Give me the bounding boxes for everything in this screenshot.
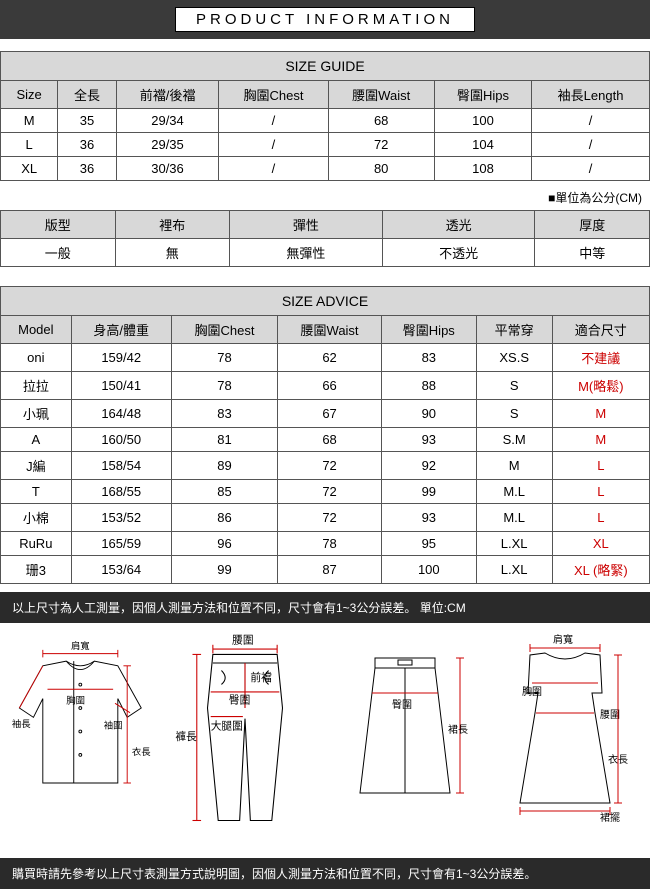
svg-text:腰圍: 腰圍 <box>232 635 253 647</box>
table-row: oni159/42786283XS.S不建議 <box>1 344 650 372</box>
shirt-diagram: 肩寬 胸圍 袖長 袖圍 衣長 <box>10 633 160 805</box>
svg-text:褲長: 褲長 <box>175 730 197 743</box>
measurement-diagrams: 肩寬 胸圍 袖長 袖圍 衣長 腰圍 前襠 臀圍 大腿圍 褲長 <box>0 623 650 850</box>
svg-text:腰圍: 腰圍 <box>600 709 620 721</box>
svg-text:臀圍: 臀圍 <box>229 695 250 707</box>
svg-text:袖圍: 袖圍 <box>104 720 123 731</box>
unit-note: ■單位為公分(CM) <box>0 185 650 210</box>
svg-text:胸圍: 胸圍 <box>522 685 542 698</box>
sg-h4: 腰圍Waist <box>328 81 434 109</box>
sg-h6: 袖長Length <box>532 81 650 109</box>
table-row: 拉拉150/41786688SM(略鬆) <box>1 372 650 400</box>
table-row: A160/50816893S.MM <box>1 428 650 452</box>
svg-text:衣長: 衣長 <box>132 746 151 757</box>
page-title: PRODUCT INFORMATION <box>175 7 475 32</box>
svg-text:肩寬: 肩寬 <box>553 633 573 646</box>
table-row: 小珮164/48836790SM <box>1 400 650 428</box>
svg-text:肩寬: 肩寬 <box>71 640 90 651</box>
measurement-note-bottom: 購買時請先參考以上尺寸表測量方式說明圖，因個人測量方法和位置不同，尺寸會有1~3… <box>0 858 650 889</box>
measurement-note-top: 以上尺寸為人工測量，因個人測量方法和位置不同，尺寸會有1~3公分誤差。 單位:C… <box>0 592 650 623</box>
table-row: 珊3153/649987100L.XLXL (略緊) <box>1 556 650 584</box>
attributes-table: 版型 裡布 彈性 透光 厚度 一般 無 無彈性 不透光 中等 <box>0 210 650 267</box>
svg-text:衣長: 衣長 <box>608 753 628 766</box>
table-row: L3629/35/72104/ <box>1 133 650 157</box>
table-row: 小棉153/52867293M.LL <box>1 504 650 532</box>
table-row: M3529/34/68100/ <box>1 109 650 133</box>
dress-diagram: 肩寬 胸圍 腰圍 衣長 裙擺 <box>490 633 640 826</box>
table-row: T168/55857299M.LL <box>1 480 650 504</box>
size-advice-title: SIZE ADVICE <box>1 287 650 316</box>
size-guide-title: SIZE GUIDE <box>1 52 650 81</box>
svg-text:胸圍: 胸圍 <box>66 694 85 705</box>
table-row: J編158/54897292ML <box>1 452 650 480</box>
svg-text:裙長: 裙長 <box>448 723 468 736</box>
sg-h1: 全長 <box>58 81 116 109</box>
size-guide-table: SIZE GUIDE Size 全長 前襠/後襠 胸圍Chest 腰圍Waist… <box>0 51 650 181</box>
svg-text:大腿圍: 大腿圍 <box>211 719 243 732</box>
size-advice-table: SIZE ADVICE Model 身高/體重 胸圍Chest 腰圍Waist … <box>0 286 650 584</box>
sg-h2: 前襠/後襠 <box>116 81 219 109</box>
svg-text:裙擺: 裙擺 <box>600 811 620 823</box>
header-band: PRODUCT INFORMATION <box>0 0 650 39</box>
table-row: RuRu165/59967895L.XLXL <box>1 532 650 556</box>
sg-h0: Size <box>1 81 58 109</box>
attr-header-row: 版型 裡布 彈性 透光 厚度 <box>1 211 650 239</box>
sg-h5: 臀圍Hips <box>434 81 531 109</box>
table-row: XL3630/36/80108/ <box>1 157 650 181</box>
skirt-diagram: 臀圍 裙長 <box>330 633 480 816</box>
size-guide-header-row: Size 全長 前襠/後襠 胸圍Chest 腰圍Waist 臀圍Hips 袖長L… <box>1 81 650 109</box>
svg-text:前襠: 前襠 <box>250 671 272 684</box>
pants-diagram: 腰圍 前襠 臀圍 大腿圍 褲長 <box>170 633 320 840</box>
svg-text:臀圍: 臀圍 <box>392 699 412 711</box>
sa-header-row: Model 身高/體重 胸圍Chest 腰圍Waist 臀圍Hips 平常穿 適… <box>1 316 650 344</box>
sg-h3: 胸圍Chest <box>219 81 328 109</box>
svg-text:袖長: 袖長 <box>12 718 31 729</box>
attr-value-row: 一般 無 無彈性 不透光 中等 <box>1 239 650 267</box>
